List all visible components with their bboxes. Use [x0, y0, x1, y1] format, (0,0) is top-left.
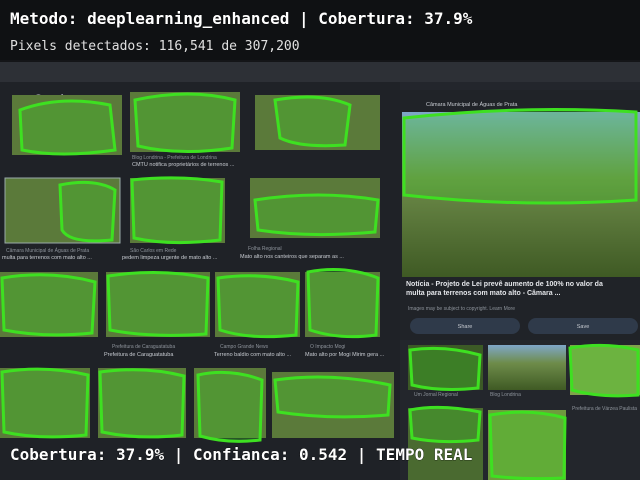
thumb [488, 345, 566, 390]
detection-region [98, 368, 186, 439]
overlay-pixels: Pixels detectados: 116,541 de 307,200 [10, 39, 300, 54]
detection-region [408, 405, 482, 444]
detection-region [273, 375, 392, 419]
caption-title: CMTU notifica proprietários de terrenos … [132, 162, 235, 168]
panel-headline-box: Notícia - Projeto de Lei prevê aumento d… [406, 281, 603, 297]
thumb [0, 368, 90, 438]
detection-region [133, 92, 237, 154]
share-button[interactable] [410, 318, 520, 334]
caption-title: Prefeitura de Caraguatatuba [104, 352, 174, 358]
thumb [408, 408, 483, 480]
detection-region [488, 410, 567, 480]
caption-title: Mato alto por Mogi Mirim gera ... [305, 352, 385, 358]
overlay-header-bg [0, 0, 640, 62]
detection-region [130, 176, 224, 245]
share-label: Share [458, 324, 473, 330]
caption-source: Blog Londrina - Prefeitura de Londrina [132, 155, 217, 161]
caption-source: Câmara Municipal de Águas de Prata [6, 247, 89, 254]
detection-region [58, 180, 117, 243]
detection-region [306, 268, 380, 339]
caption-source: Prefeitura de Caraguatatuba [112, 344, 175, 350]
thumb [570, 345, 640, 395]
thumb [194, 368, 266, 438]
panel-source: Câmara Municipal de Águas de Prata [426, 101, 518, 108]
detection-region [273, 95, 352, 148]
save-button[interactable] [528, 318, 638, 334]
detection-region [0, 367, 90, 439]
thumb [215, 272, 300, 337]
related-source: Um Jornal Regional [414, 392, 458, 398]
save-label: Save [577, 324, 590, 330]
detection-region [402, 108, 638, 205]
caption-title: pedem limpeza urgente de mato alto ... [122, 255, 218, 261]
detection-region [196, 370, 264, 443]
detail-panel: Câmara Municipal de Águas de Prata Notíc… [400, 90, 640, 480]
thumb [106, 272, 210, 337]
caption-source: São Carlos em Rede [130, 248, 177, 254]
caption-source: Campo Grande News [220, 344, 269, 350]
thumb [250, 178, 380, 238]
thumb [130, 92, 240, 152]
thumb [0, 272, 98, 337]
browser-bar [0, 60, 640, 82]
detection-region [408, 346, 482, 391]
detection-region [106, 270, 210, 337]
related-source: Blog Londrina [490, 392, 521, 398]
thumb [98, 368, 186, 438]
panel-headline: Notícia - Projeto de Lei prevê aumento d… [406, 281, 603, 297]
detection-region [0, 273, 97, 337]
caption-title: Terreno baldio com mato alto ... [214, 352, 292, 358]
thumb [488, 410, 566, 480]
detection-region [253, 193, 380, 237]
caption-title: Mato alto nos canteiros que separam as .… [240, 254, 344, 260]
panel-image [402, 112, 640, 277]
panel-copyright: Images may be subject to copyright. Lear… [408, 306, 515, 312]
related-source: Prefeitura de Várzea Paulista [572, 406, 637, 412]
overlay-footer: Cobertura: 37.9% | Confianca: 0.542 | TE… [10, 445, 472, 465]
thumb [305, 272, 380, 337]
detections [0, 92, 640, 480]
captions: Blog Londrina - Prefeitura de Londrina C… [2, 155, 385, 358]
caption-source: Folha Regional [248, 246, 282, 252]
detection-region [18, 99, 117, 156]
overlay-title: Metodo: deeplearning_enhanced | Cobertur… [10, 9, 473, 29]
detection-region [568, 343, 640, 398]
detection-region [216, 274, 300, 339]
caption-title: multa para terrenos com mato alto ... [2, 255, 92, 261]
caption-source: O Impacto Mogi [310, 344, 345, 350]
thumb [130, 178, 225, 243]
